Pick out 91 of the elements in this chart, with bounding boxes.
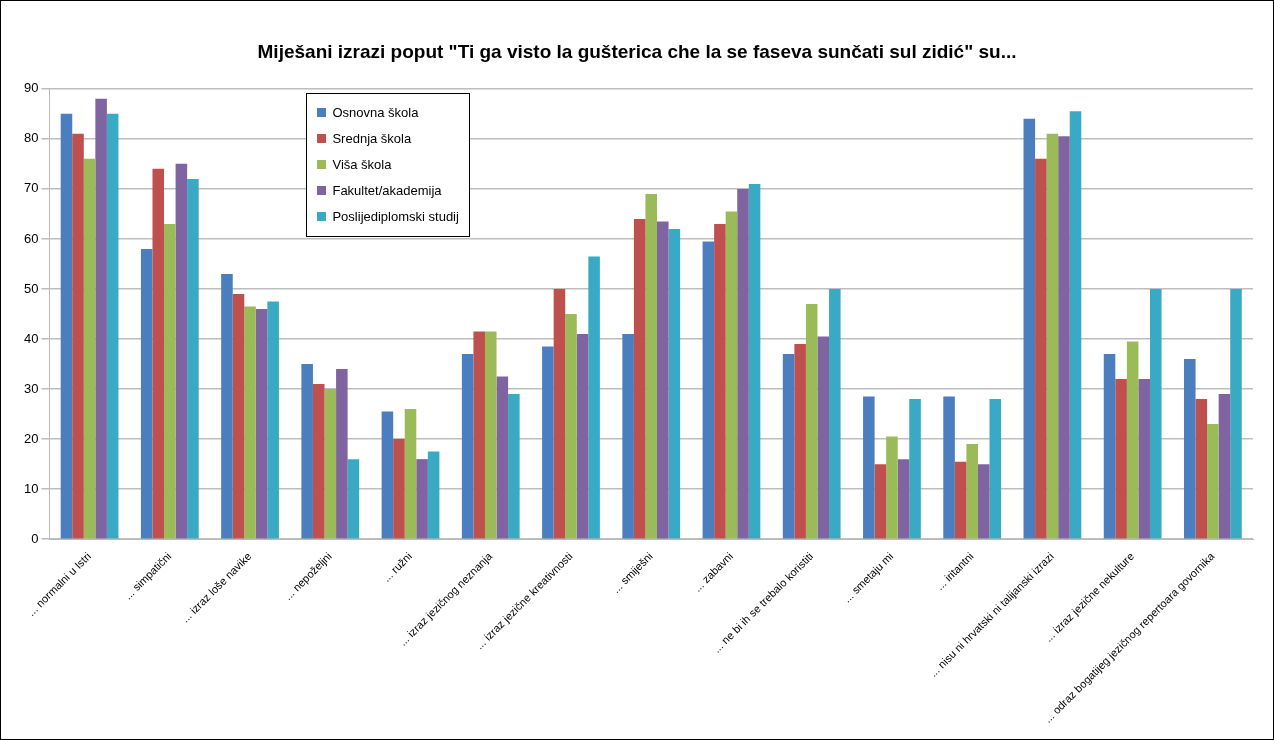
bar	[427, 451, 440, 539]
bar	[267, 301, 279, 539]
y-tick-label: 30	[23, 380, 39, 396]
legend-label: Srednja škola	[332, 131, 412, 147]
bar	[897, 459, 910, 539]
bar	[989, 399, 1002, 539]
bar	[416, 459, 428, 539]
y-tick-label: 80	[23, 130, 39, 146]
bar	[943, 396, 955, 539]
bar	[461, 354, 474, 539]
y-tick-label: 20	[23, 430, 39, 446]
bar	[1069, 111, 1082, 539]
bar	[301, 364, 313, 539]
bar	[1149, 288, 1162, 539]
bar	[473, 331, 485, 539]
bar	[140, 248, 153, 539]
bar	[886, 436, 898, 539]
bar	[702, 241, 715, 539]
bar	[668, 228, 681, 539]
bar	[324, 389, 337, 539]
bar	[1023, 118, 1036, 539]
bar	[657, 221, 669, 539]
bar	[95, 98, 107, 539]
bar	[977, 464, 990, 539]
bar	[164, 223, 176, 539]
bar	[175, 163, 188, 539]
bar	[1115, 379, 1127, 539]
bar	[1218, 394, 1231, 539]
bar	[1138, 379, 1150, 539]
bar	[805, 303, 818, 539]
bar	[714, 223, 726, 539]
bar	[725, 211, 738, 539]
bar	[542, 346, 554, 539]
y-tick-label: 90	[23, 80, 39, 96]
bar	[393, 439, 405, 539]
legend-label: Viša škola	[332, 157, 392, 173]
bar	[312, 384, 325, 539]
legend-label: Osnovna škola	[332, 105, 419, 121]
bar	[381, 411, 394, 539]
bar	[1207, 424, 1219, 539]
bar	[748, 183, 761, 539]
bar	[633, 218, 646, 539]
bar	[588, 256, 600, 539]
chart-title: Miješani izrazi poput "Ti ga visto la gušterica che la se faseva sunčati sul zidić" su...	[257, 40, 1017, 62]
bar	[106, 113, 119, 539]
bar	[782, 354, 795, 539]
bar	[232, 293, 245, 539]
bar	[553, 288, 566, 539]
bar	[1184, 359, 1196, 539]
bar	[1035, 158, 1047, 539]
bar	[863, 396, 875, 539]
y-tick-label: 10	[23, 480, 39, 496]
bar	[1058, 136, 1070, 539]
bar	[1126, 341, 1139, 539]
bar	[874, 464, 887, 539]
bar	[909, 399, 921, 539]
bar	[484, 331, 497, 539]
bar	[244, 306, 256, 539]
y-tick-label: 40	[23, 330, 39, 346]
legend-label: Fakultet/akademija	[332, 183, 442, 199]
bar	[60, 113, 73, 539]
bar	[187, 178, 199, 539]
bar	[347, 459, 360, 539]
bar	[508, 394, 520, 539]
y-tick-label: 50	[23, 280, 39, 296]
bar	[1103, 354, 1116, 539]
bar	[645, 193, 658, 539]
bar	[794, 344, 806, 539]
bar	[152, 168, 165, 539]
bar	[404, 409, 417, 539]
bar	[221, 273, 233, 539]
bar	[496, 376, 509, 539]
bar	[966, 444, 978, 539]
y-tick-label: 60	[23, 230, 39, 246]
y-tick-label: 70	[23, 180, 39, 196]
bar	[829, 288, 841, 539]
bar	[1230, 288, 1242, 539]
bar	[1195, 399, 1208, 539]
y-tick-label: 0	[31, 530, 39, 546]
bar	[737, 188, 749, 539]
bar	[72, 133, 84, 539]
bar	[255, 309, 268, 539]
bar	[565, 314, 577, 539]
legend-label: Poslijediplomski studij	[332, 209, 459, 225]
bar	[622, 334, 634, 539]
bar	[954, 461, 967, 539]
bar	[576, 334, 589, 539]
bar	[817, 336, 830, 539]
bar	[1046, 133, 1059, 539]
bar	[336, 369, 348, 539]
bar	[83, 158, 96, 539]
